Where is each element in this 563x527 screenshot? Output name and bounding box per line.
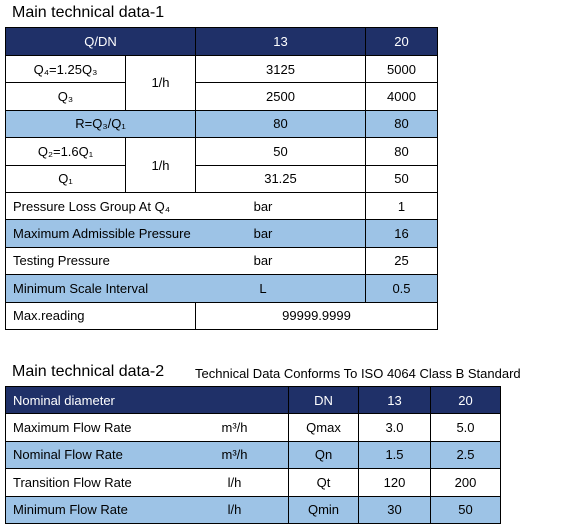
table-cell: Minimum Flow Rate xyxy=(5,495,196,524)
table-cell: 80 xyxy=(365,137,438,166)
table-cell: Transition Flow Rate xyxy=(5,468,196,497)
table-subtitle: Technical Data Conforms To ISO 4064 Clas… xyxy=(195,366,521,381)
table-cell: 99999.9999 xyxy=(195,301,438,330)
table-cell: Qmax xyxy=(288,413,359,442)
table-cell: 120 xyxy=(358,468,431,497)
table-cell: 25 xyxy=(365,246,438,276)
table-cell: DN xyxy=(288,386,359,414)
table-title: Main technical data-2 xyxy=(12,363,165,380)
table-cell: Maximum Admissible Pressure xyxy=(5,219,196,248)
table-cell: Maximum Flow Rate xyxy=(5,413,196,442)
table-cell: Qt xyxy=(288,468,359,497)
table-cell: 20 xyxy=(365,27,438,56)
table-cell: 4000 xyxy=(365,82,438,111)
table-cell: 3125 xyxy=(195,55,366,84)
table-cell: Nominal diameter xyxy=(5,386,289,414)
table-cell: 5000 xyxy=(365,55,438,84)
table-cell: Nominal Flow Rate xyxy=(5,440,196,469)
table-cell: 13 xyxy=(358,386,431,414)
table-cell: L xyxy=(195,274,366,303)
table-cell: Qn xyxy=(288,440,359,469)
table-cell: 2.5 xyxy=(430,440,501,469)
table-cell: Max.reading xyxy=(5,301,196,330)
table-cell: 20 xyxy=(430,386,501,414)
table-cell: Qmin xyxy=(288,495,359,524)
table-cell: bar xyxy=(195,219,366,248)
table-cell: Pressure Loss Group At Q₄ xyxy=(5,192,196,221)
table-cell: 1/h xyxy=(125,55,196,111)
table-cell: 2500 xyxy=(195,82,366,111)
table-cell: 80 xyxy=(365,109,438,139)
table-cell: 0.5 xyxy=(365,274,438,303)
table-cell: 1.5 xyxy=(358,440,431,469)
table-cell: bar xyxy=(195,192,366,221)
table-title: Main technical data-1 xyxy=(12,4,165,21)
table-cell: Q₄=1.25Q₃ xyxy=(5,55,126,84)
table-cell: l/h xyxy=(195,495,289,524)
table-cell: 50 xyxy=(195,137,366,166)
table-cell: Q₁ xyxy=(5,164,126,193)
table-cell: 31.25 xyxy=(195,164,366,193)
table-cell: 13 xyxy=(195,27,366,56)
table-cell: bar xyxy=(195,246,366,276)
table-cell: 3.0 xyxy=(358,413,431,442)
table-cell: Q₂=1.6Q₁ xyxy=(5,137,126,166)
table-cell: 16 xyxy=(365,219,438,248)
table-cell: Testing Pressure xyxy=(5,246,196,276)
table-cell: l/h xyxy=(195,468,289,497)
table-cell: 1/h xyxy=(125,137,196,193)
table-cell: 1 xyxy=(365,192,438,221)
table-cell: 50 xyxy=(430,495,501,524)
table-cell: m³/h xyxy=(195,413,289,442)
table-cell: R=Q₃/Q₁ xyxy=(5,109,196,139)
table-cell: Q/DN xyxy=(5,27,196,56)
table-cell: Q₃ xyxy=(5,82,126,111)
table-cell: Minimum Scale Interval xyxy=(5,274,196,303)
table-cell: 80 xyxy=(195,109,366,139)
table-cell: 50 xyxy=(365,164,438,193)
table-cell: m³/h xyxy=(195,440,289,469)
table-cell: 30 xyxy=(358,495,431,524)
table-cell: 200 xyxy=(430,468,501,497)
table-cell: 5.0 xyxy=(430,413,501,442)
